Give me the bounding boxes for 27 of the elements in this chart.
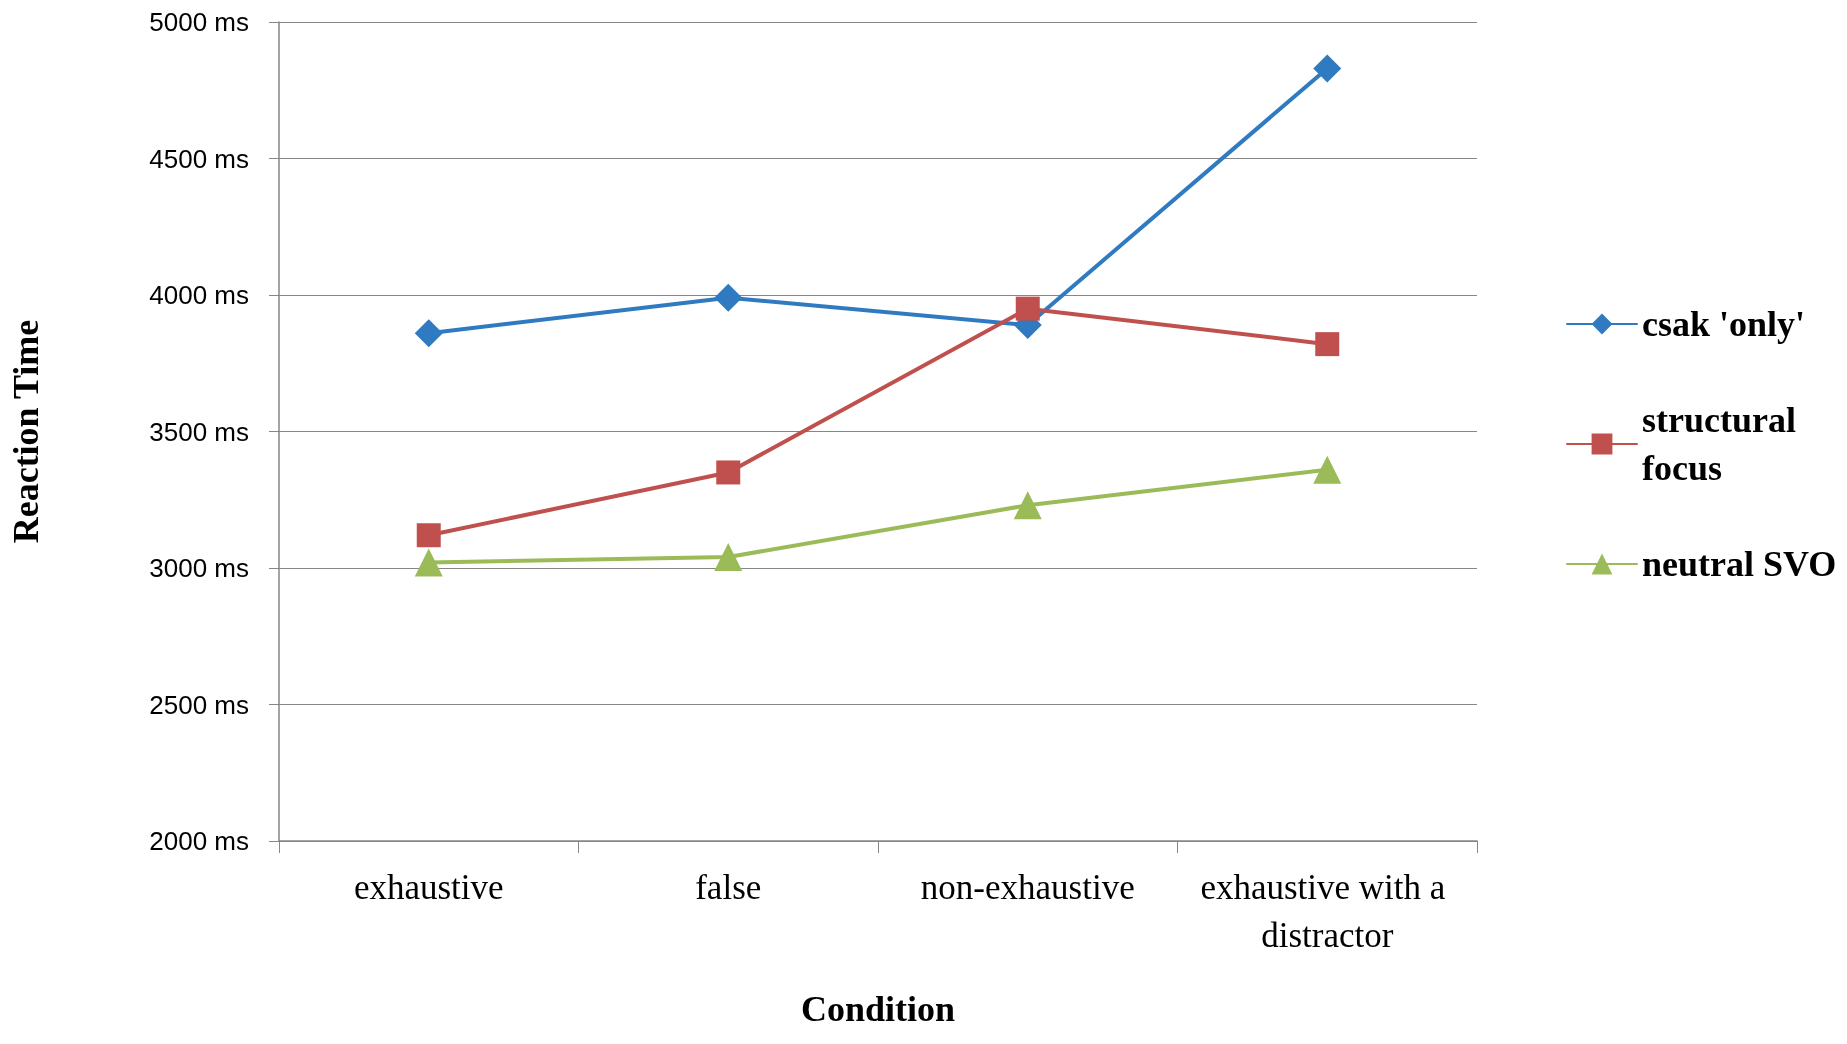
x-tick-label: non-exhaustive xyxy=(920,867,1135,907)
x-tick-label: exhaustive xyxy=(353,867,504,907)
point xyxy=(414,319,443,348)
y-tick-label: 2500 ms xyxy=(149,689,249,720)
y-tick-label: 4000 ms xyxy=(149,280,249,310)
point xyxy=(1015,296,1040,321)
legend-label: neutral SVO xyxy=(1642,544,1837,584)
y-tick-label: 2000 ms xyxy=(149,826,249,856)
point xyxy=(714,543,743,572)
point xyxy=(716,460,741,485)
y-axis-title: Reaction Time xyxy=(6,319,46,544)
legend-label: csak 'only' xyxy=(1642,304,1806,344)
point xyxy=(714,283,743,312)
x-axis-title: Condition xyxy=(800,989,956,1029)
x-tick-label: false xyxy=(695,867,762,907)
point xyxy=(414,548,443,577)
point xyxy=(1313,455,1342,484)
point xyxy=(416,523,441,548)
y-tick-label: 4500 ms xyxy=(149,143,249,174)
point xyxy=(1315,332,1340,357)
x-tick-label: exhaustive with a distractor xyxy=(1200,867,1455,955)
y-tick-label: 3000 ms xyxy=(149,553,249,583)
legend-label: structural focus xyxy=(1642,400,1805,488)
point xyxy=(1013,491,1042,520)
y-tick-label: 5000 ms xyxy=(149,7,249,37)
point xyxy=(1313,54,1342,83)
y-tick-label: 3500 ms xyxy=(149,416,249,447)
